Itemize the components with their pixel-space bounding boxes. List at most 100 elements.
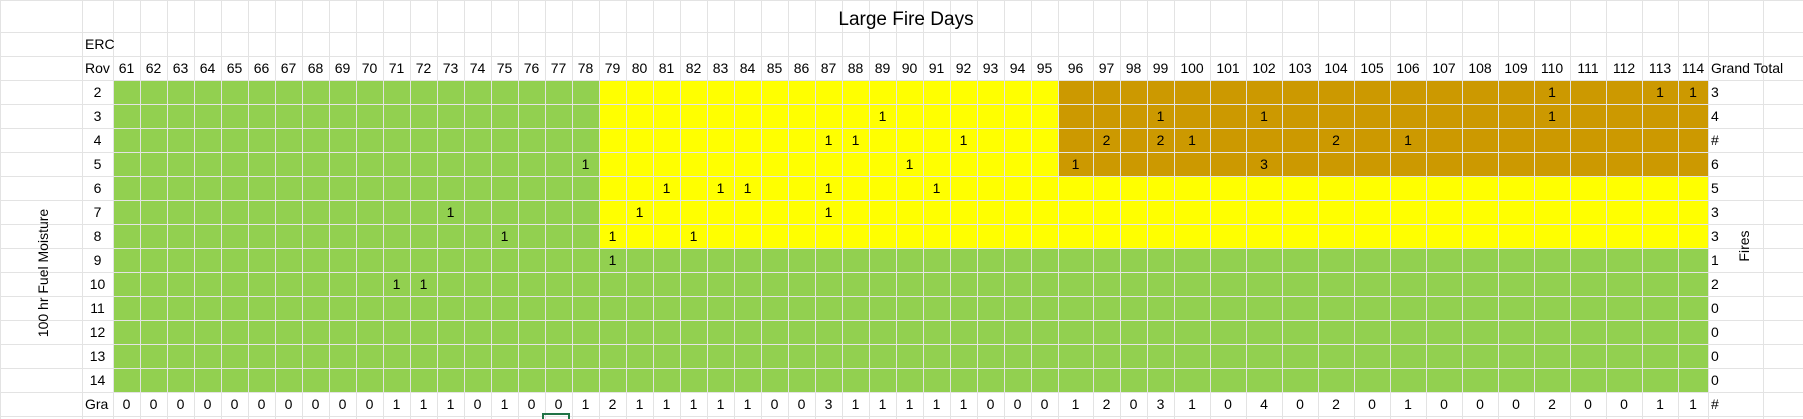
column-header-erc-103: 103 [1288, 60, 1312, 76]
fire-count-cell: 1 [446, 204, 455, 220]
column-header-erc-66: 66 [253, 60, 270, 76]
column-grand-total: 0 [1440, 396, 1448, 412]
gridline-vertical [275, 0, 276, 419]
gridline-vertical [680, 0, 681, 419]
gridline-horizontal [0, 152, 1803, 153]
fires-label: Fires [1736, 230, 1752, 262]
gridline-vertical [1606, 0, 1607, 419]
column-header-erc-86: 86 [793, 60, 810, 76]
gridline-horizontal [0, 248, 1803, 249]
row-grand-total: 4 [1711, 108, 1719, 124]
column-header-erc-62: 62 [145, 60, 162, 76]
column-grand-total: 0 [797, 396, 806, 412]
row-label-fuel-moisture-7: 7 [93, 204, 102, 220]
column-grand-total: 1 [716, 396, 725, 412]
gridline-horizontal [0, 272, 1803, 273]
gridline-horizontal [0, 200, 1803, 201]
column-header-erc-104: 104 [1324, 60, 1348, 76]
column-header-erc-98: 98 [1125, 60, 1142, 76]
gridline-vertical [140, 0, 141, 419]
gridline-vertical [545, 0, 546, 419]
column-header-erc-67: 67 [280, 60, 297, 76]
column-grand-total: 2 [1548, 396, 1556, 412]
column-grand-total: 3 [824, 396, 833, 412]
fire-count-cell: 1 [716, 180, 725, 196]
gridline-vertical [437, 0, 438, 419]
column-header-erc-88: 88 [847, 60, 864, 76]
column-header-erc-79: 79 [604, 60, 621, 76]
row-grand-total: 0 [1711, 348, 1719, 364]
column-header-erc-61: 61 [118, 60, 135, 76]
fire-count-cell: 1 [932, 180, 941, 196]
gridline-horizontal [0, 56, 1803, 57]
row-grand-total: 1 [1711, 252, 1719, 268]
gridline-vertical [1390, 0, 1391, 419]
column-grand-total: 2 [1102, 396, 1111, 412]
column-grand-total: 0 [149, 396, 158, 412]
column-header-erc-107: 107 [1432, 60, 1456, 76]
gridline-vertical [1534, 0, 1535, 419]
selected-cell[interactable] [542, 413, 570, 419]
gridline-vertical [302, 0, 303, 419]
fire-count-cell: 1 [635, 204, 644, 220]
gridline-vertical [815, 0, 816, 419]
fire-count-cell: 1 [1156, 108, 1165, 124]
column-header-erc-91: 91 [928, 60, 945, 76]
y-axis-label: 100 hr Fuel Moisture [35, 208, 51, 338]
row-grand-total: 6 [1711, 156, 1719, 172]
column-grand-total: 0 [365, 396, 374, 412]
column-header-erc-100: 100 [1180, 60, 1204, 76]
column-grand-total: 0 [203, 396, 212, 412]
row-label-fuel-moisture-5: 5 [93, 156, 102, 172]
gridline-vertical [1282, 0, 1283, 419]
gridline-vertical [464, 0, 465, 419]
column-header-erc-80: 80 [631, 60, 648, 76]
gridline-horizontal [0, 416, 1803, 417]
gridline-vertical [518, 0, 519, 419]
row-label-fuel-moisture-3: 3 [93, 108, 102, 124]
row-grand-total: 5 [1711, 180, 1719, 196]
fire-count-cell: 2 [1156, 132, 1165, 148]
gridline-horizontal [0, 344, 1803, 345]
gridline-horizontal [0, 80, 1803, 81]
gridline-vertical [1498, 0, 1499, 419]
gridline-vertical [194, 0, 195, 419]
column-header-erc-99: 99 [1152, 60, 1169, 76]
column-header-erc-108: 108 [1468, 60, 1492, 76]
gridline-vertical [842, 0, 843, 419]
column-header-erc-85: 85 [766, 60, 783, 76]
gridline-vertical [383, 0, 384, 419]
row-grand-total: 3 [1711, 84, 1719, 100]
gridline-horizontal [0, 224, 1803, 225]
column-header-erc-111: 111 [1577, 60, 1599, 76]
fire-count-cell: 1 [419, 276, 428, 292]
gridline-vertical [356, 0, 357, 419]
gridline-vertical [1318, 0, 1319, 419]
grand-total-row-label: Gra [85, 396, 109, 412]
fire-count-cell: 1 [851, 132, 860, 148]
grand-total-column-header: Grand Total [1711, 60, 1784, 76]
column-grand-total: 0 [176, 396, 185, 412]
row-grand-total: 0 [1711, 300, 1719, 316]
column-grand-total: 1 [959, 396, 968, 412]
gridline-vertical [1354, 0, 1355, 419]
gridline-vertical [82, 0, 83, 419]
row-grand-total: 0 [1711, 372, 1719, 388]
column-header-erc-75: 75 [496, 60, 513, 76]
gridline-horizontal [0, 32, 1803, 33]
column-header-erc-76: 76 [523, 60, 540, 76]
column-grand-total: 1 [689, 396, 698, 412]
fire-count-cell: 1 [959, 132, 968, 148]
gridline-horizontal [0, 296, 1803, 297]
column-header-erc-83: 83 [712, 60, 729, 76]
row-grand-total: 2 [1711, 276, 1719, 292]
column-header-erc-114: 114 [1681, 60, 1705, 76]
gridline-horizontal [0, 104, 1803, 105]
fire-count-cell: 1 [824, 180, 833, 196]
gridline-vertical [950, 0, 951, 419]
fire-count-cell: 1 [824, 204, 833, 220]
fire-count-cell: 1 [608, 252, 617, 268]
gridline-vertical [1570, 0, 1571, 419]
fire-count-cell: 1 [1548, 84, 1556, 100]
gridline-vertical [788, 0, 789, 419]
